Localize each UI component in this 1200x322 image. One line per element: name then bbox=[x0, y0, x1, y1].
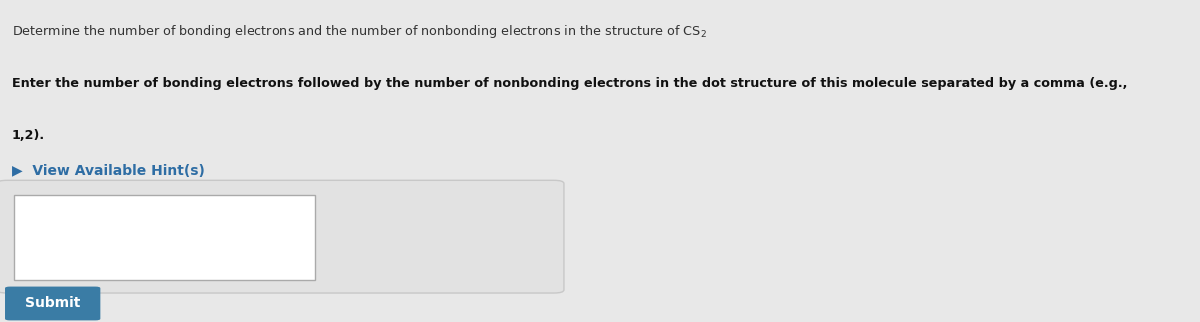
Text: Submit: Submit bbox=[25, 297, 80, 310]
FancyBboxPatch shape bbox=[5, 287, 101, 320]
Text: Determine the number of bonding electrons and the number of nonbonding electrons: Determine the number of bonding electron… bbox=[12, 23, 707, 40]
Text: Enter the number of bonding electrons followed by the number of nonbonding elect: Enter the number of bonding electrons fo… bbox=[12, 77, 1128, 90]
FancyBboxPatch shape bbox=[0, 180, 564, 293]
FancyBboxPatch shape bbox=[14, 195, 316, 280]
Text: 1,2).: 1,2). bbox=[12, 129, 46, 142]
Text: ▶  View Available Hint(s): ▶ View Available Hint(s) bbox=[12, 164, 205, 178]
